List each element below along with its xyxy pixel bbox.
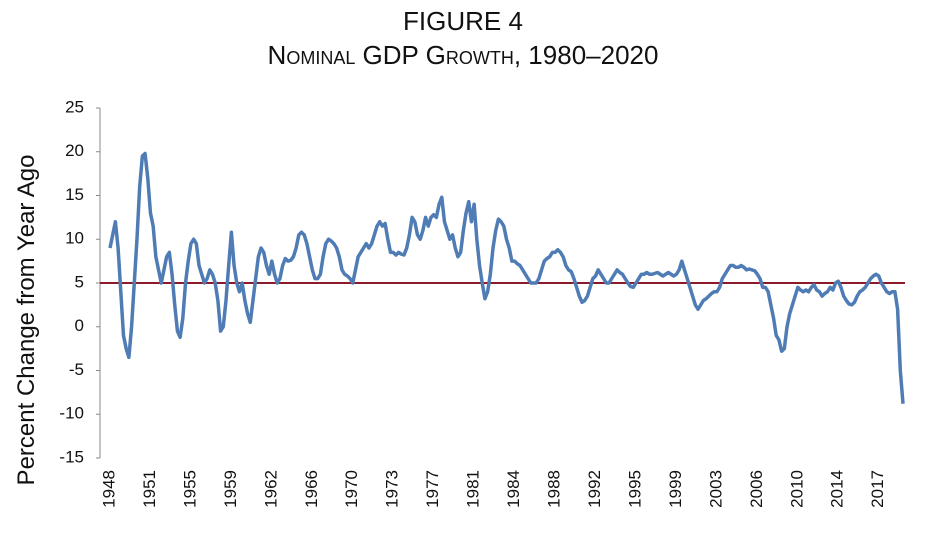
x-tick-label: 1988 — [545, 470, 564, 508]
x-tick-label: 2003 — [706, 470, 725, 508]
x-tick-label: 2017 — [868, 470, 887, 508]
x-tick-label: 1959 — [221, 470, 240, 508]
y-tick-label: 25 — [65, 97, 84, 116]
y-tick-label: 15 — [65, 185, 84, 204]
x-tick-label: 1962 — [261, 470, 280, 508]
chart-subtitle: Nominal GDP Growth, 1980–2020 — [268, 40, 659, 70]
y-tick-label: 20 — [65, 141, 84, 160]
x-tick-label: 1951 — [140, 470, 159, 508]
x-tick-label: 1984 — [504, 470, 523, 508]
x-tick-label: 1970 — [342, 470, 361, 508]
y-tick-label: -15 — [59, 447, 84, 466]
x-tick-label: 1973 — [383, 470, 402, 508]
x-tick-label: 1992 — [585, 470, 604, 508]
y-tick-label: 10 — [65, 229, 84, 248]
x-tick-label: 2010 — [787, 470, 806, 508]
chart-title: FIGURE 4 — [403, 6, 523, 36]
x-tick-label: 1948 — [99, 470, 118, 508]
x-tick-label: 1955 — [180, 470, 199, 508]
x-tick-label: 1999 — [666, 470, 685, 508]
x-tick-label: 1966 — [302, 470, 321, 508]
y-axis-label: Percent Change from Year Ago — [13, 155, 40, 486]
y-tick-label: 0 — [75, 316, 84, 335]
y-tick-label: 5 — [75, 272, 84, 291]
x-tick-label: 1981 — [464, 470, 483, 508]
y-tick-label: -5 — [69, 360, 84, 379]
data-line — [108, 151, 905, 404]
y-tick-label: -10 — [59, 404, 84, 423]
x-tick-label: 1995 — [625, 470, 644, 508]
x-tick-label: 2014 — [828, 470, 847, 508]
x-tick-label: 2006 — [747, 470, 766, 508]
x-tick-label: 1977 — [423, 470, 442, 508]
